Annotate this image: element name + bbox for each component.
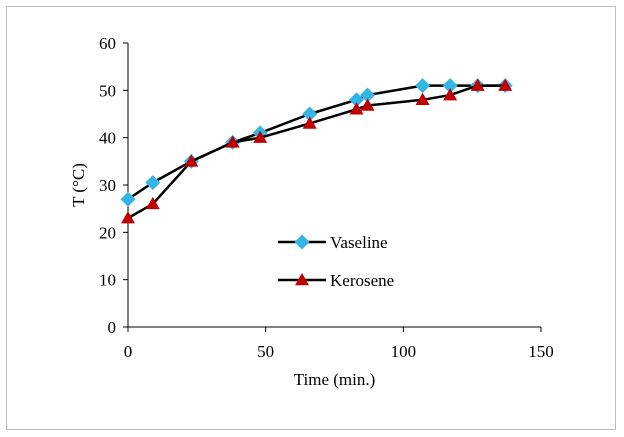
legend-label: Kerosene	[330, 271, 394, 290]
legend-label: Vaseline	[330, 233, 388, 252]
data-point	[302, 106, 318, 122]
data-point	[360, 87, 376, 103]
data-point	[360, 98, 375, 111]
series-layer	[120, 78, 513, 224]
legend-item-vaseline: Vaseline	[278, 233, 388, 252]
data-point	[498, 78, 513, 91]
data-point	[442, 78, 458, 94]
y-tick-label: 60	[99, 34, 116, 53]
data-point	[415, 78, 431, 94]
legend-item-kerosene: Kerosene	[278, 271, 394, 290]
y-tick-label: 50	[99, 81, 116, 100]
data-point	[349, 92, 365, 108]
x-axis-title: Time (min.)	[294, 370, 376, 389]
data-point	[120, 191, 136, 207]
x-tick-label: 50	[257, 342, 274, 361]
x-axis-ticks: 0 50 100 150	[124, 327, 554, 361]
y-tick-label: 40	[99, 129, 116, 148]
legend: Vaseline Kerosene	[278, 233, 394, 290]
y-tick-label: 20	[99, 223, 116, 242]
legend-marker	[295, 273, 309, 286]
data-point	[302, 116, 317, 129]
y-tick-label: 10	[99, 271, 116, 290]
data-point	[145, 175, 161, 191]
series-kerosene	[121, 78, 513, 224]
y-axis-ticks: 0 10 20 30 40 50 60	[99, 34, 128, 337]
legend-marker	[294, 234, 310, 250]
data-point	[470, 78, 485, 91]
data-point	[253, 130, 268, 143]
data-point	[415, 92, 430, 106]
y-tick-label: 0	[108, 318, 117, 337]
y-tick-label: 30	[99, 176, 116, 195]
data-point	[443, 88, 458, 101]
data-point	[349, 102, 364, 115]
series-line	[127, 84, 506, 201]
data-point	[145, 196, 160, 210]
x-tick-label: 0	[124, 342, 133, 361]
x-tick-label: 100	[391, 342, 417, 361]
chart-frame	[6, 6, 616, 430]
data-point	[184, 154, 199, 167]
y-axis-title: T (°C)	[69, 163, 88, 207]
data-point	[225, 135, 240, 148]
x-tick-label: 150	[528, 342, 554, 361]
series-line	[127, 84, 506, 220]
data-point	[121, 211, 135, 224]
